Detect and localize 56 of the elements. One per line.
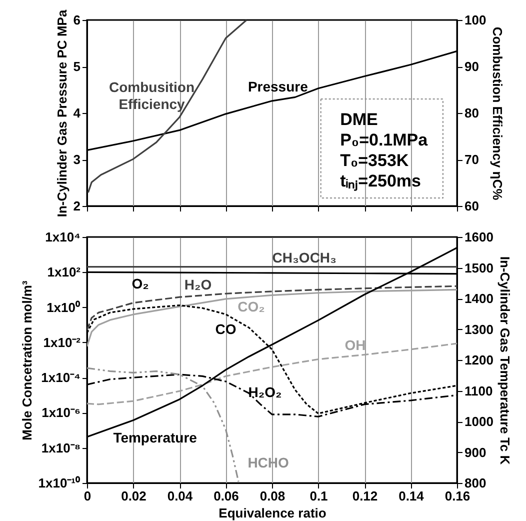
annotation: DME xyxy=(340,110,378,130)
series-label: Temperature xyxy=(113,429,198,446)
y-tick-label: 2 xyxy=(73,198,80,214)
series-label: CH₃OCH₃ xyxy=(272,249,337,266)
x-axis-title: Equivalence ratio xyxy=(218,506,326,520)
y-tick-label: 3 xyxy=(73,152,80,167)
series-label: Combusition Efficiency xyxy=(108,78,195,112)
y-tick-label: 1x10⁻² xyxy=(43,334,82,350)
y-tick-label: 5 xyxy=(73,59,80,74)
y2-tick-label: 1100 xyxy=(464,383,493,398)
series-label: H₂O₂ xyxy=(248,384,282,400)
line-series xyxy=(87,20,248,194)
y-axis-title: Mole Concetration mol/m³ xyxy=(19,280,34,440)
y-tick-label: 1x10⁰ xyxy=(46,300,80,315)
y-tick-label: 1x10⁻⁴ xyxy=(41,370,80,386)
x-tick-label: 0.02 xyxy=(121,488,146,504)
y2-tick-label: 80 xyxy=(464,106,479,120)
series-label: H₂O xyxy=(184,276,212,293)
series-label: CO₂ xyxy=(238,298,265,314)
y-tick-label: 4 xyxy=(73,106,82,120)
y2-tick-label: 1400 xyxy=(464,291,494,306)
x-tick-label: 0.14 xyxy=(398,488,425,504)
y2-tick-label: 60 xyxy=(464,198,479,214)
y2-axis-title: In-Cylinder Gas Temperature Tc K xyxy=(497,256,512,466)
y2-axis-title: Combustion Efficiency ηC% xyxy=(490,26,506,201)
x-tick-label: 0.1 xyxy=(310,488,328,504)
y-tick-label: 6 xyxy=(73,12,80,28)
x-tick-label: 0.08 xyxy=(260,488,286,504)
y-tick-label: 1x10² xyxy=(47,264,82,280)
series-label: CO xyxy=(215,321,236,338)
y-tick-label: 1x10⁻¹⁰ xyxy=(38,476,80,490)
y2-tick-label: 1500 xyxy=(464,260,494,276)
y2-tick-label: 900 xyxy=(464,444,486,460)
x-tick-label: 0.06 xyxy=(214,488,239,504)
y2-tick-label: 100 xyxy=(464,12,486,28)
x-tick-label: 0.04 xyxy=(167,488,194,504)
annotation: tᵢₙⱼ=250ms xyxy=(340,172,421,192)
y2-tick-label: 800 xyxy=(464,476,486,490)
y2-tick-label: 70 xyxy=(464,152,479,167)
series-label: Pressure xyxy=(248,78,308,94)
series-label: O₂ xyxy=(132,275,149,292)
y-tick-label: 1x10⁴ xyxy=(45,230,80,244)
x-tick-label: 0.12 xyxy=(352,488,378,504)
y2-tick-label: 1000 xyxy=(464,414,494,429)
y-axis-title: In-Cylinder Gas Pressure PC MPa xyxy=(54,9,70,218)
x-tick-label: 0 xyxy=(84,488,92,504)
y2-tick-label: 90 xyxy=(464,59,479,74)
y-tick-label: 1x10⁻⁶ xyxy=(42,405,81,420)
y2-tick-label: 1600 xyxy=(464,230,494,244)
y-tick-label: 1x10⁻⁸ xyxy=(41,440,80,456)
series-label: OH xyxy=(344,337,366,354)
y2-tick-label: 1300 xyxy=(464,322,494,337)
x-tick-label: 0.16 xyxy=(444,488,470,504)
y2-tick-label: 1200 xyxy=(464,352,494,368)
annotation: P₀=0.1MPa xyxy=(340,130,428,150)
annotation: T₀=353K xyxy=(340,151,410,170)
